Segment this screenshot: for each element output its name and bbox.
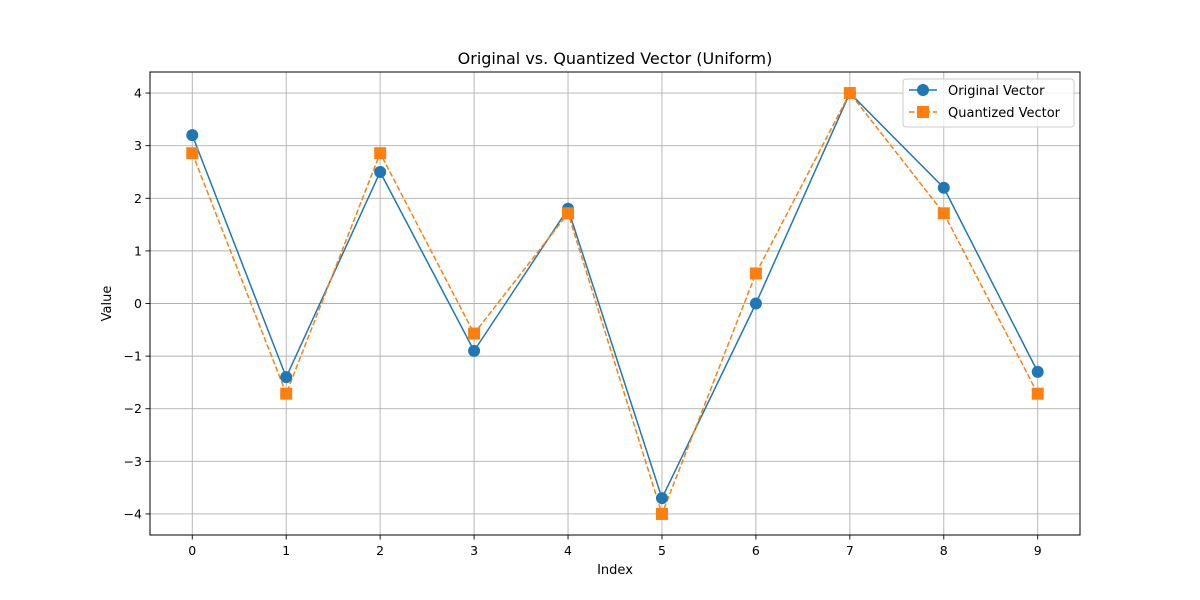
chart-title: Original vs. Quantized Vector (Uniform) (458, 49, 773, 68)
data-point-original (186, 129, 199, 142)
legend-label-original: Original Vector (948, 84, 1045, 99)
data-point-quantized (937, 207, 950, 220)
x-tick-label: 6 (752, 543, 760, 558)
series-layer (186, 87, 1044, 520)
data-point-quantized (1031, 387, 1044, 400)
y-tick-label: −4 (124, 506, 142, 521)
axis-ticks: 0 1 2 3 4 5 6 7 8 9 −4 −3 −2 −1 0 1 2 3 4 (124, 86, 1042, 558)
data-point-original (937, 181, 950, 194)
x-tick-label: 7 (846, 543, 854, 558)
y-axis-label: Value (100, 286, 115, 322)
data-point-original (655, 492, 668, 505)
x-tick-label: 0 (188, 543, 196, 558)
data-point-original (468, 344, 481, 357)
data-point-quantized (374, 147, 387, 160)
data-point-original (280, 371, 293, 384)
y-tick-label: −2 (124, 401, 142, 416)
data-point-quantized (843, 87, 856, 100)
x-tick-label: 2 (376, 543, 384, 558)
x-tick-label: 1 (282, 543, 290, 558)
data-point-quantized (186, 147, 199, 160)
x-tick-label: 4 (564, 543, 572, 558)
data-point-quantized (468, 327, 481, 340)
series-line-quantized (191, 92, 1039, 515)
y-tick-label: −3 (124, 454, 142, 469)
legend-label-quantized: Quantized Vector (948, 106, 1061, 121)
legend-marker-original (917, 84, 929, 96)
legend-box (902, 78, 1075, 128)
y-tick-label: 2 (134, 191, 142, 206)
y-tick-label: 1 (134, 243, 142, 258)
y-tick-label: −1 (124, 349, 142, 364)
data-point-original (749, 297, 762, 310)
x-tick-label: 8 (940, 543, 948, 558)
data-point-original (374, 165, 387, 178)
grid (150, 72, 1080, 535)
x-tick-label: 3 (470, 543, 478, 558)
y-tick-label: 0 (134, 296, 142, 311)
y-tick-label: 3 (134, 138, 142, 153)
series-line-original (191, 92, 1039, 499)
data-point-quantized (749, 267, 762, 280)
legend-marker-quantized (917, 106, 929, 118)
data-point-quantized (562, 207, 575, 220)
data-point-original (1031, 365, 1044, 378)
data-point-quantized (280, 387, 293, 400)
x-tick-label: 9 (1034, 543, 1042, 558)
x-tick-label: 5 (658, 543, 666, 558)
x-axis-label: Index (597, 563, 633, 578)
y-tick-label: 4 (134, 86, 142, 101)
legend: Original Vector Quantized Vector (902, 78, 1075, 128)
data-point-quantized (655, 507, 668, 520)
